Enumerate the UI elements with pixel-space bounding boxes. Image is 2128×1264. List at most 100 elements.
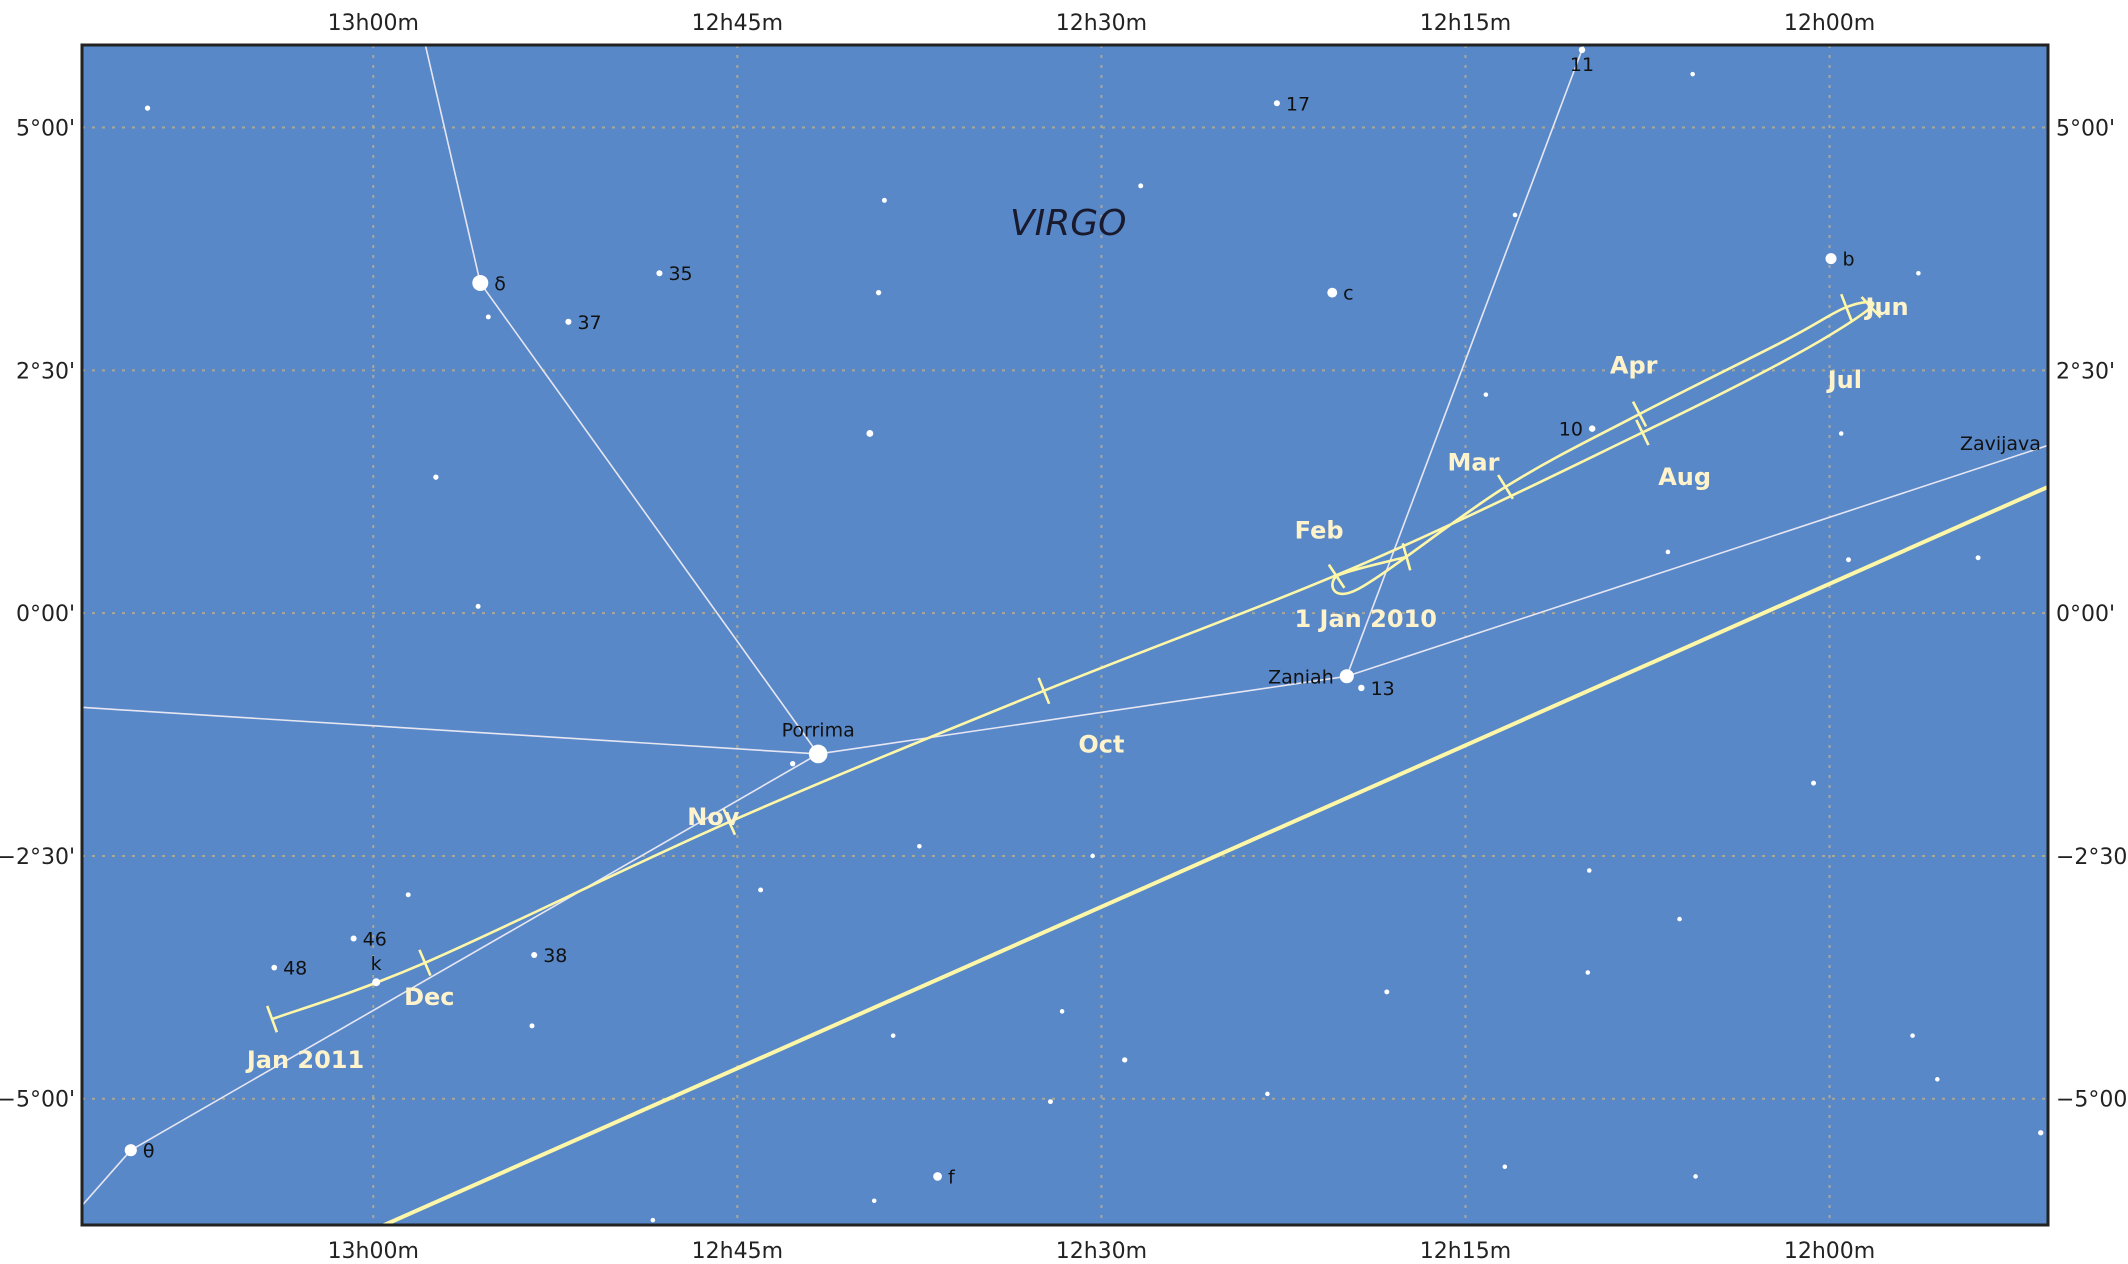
- field-star: [1665, 549, 1671, 555]
- ra-tick-label-bottom: 13h00m: [328, 1239, 419, 1264]
- constellation-line: [82, 706, 819, 755]
- constellation-line: [130, 753, 819, 1151]
- constellation-line: [424, 45, 482, 284]
- constellation-line: [1346, 444, 2048, 678]
- field-star: [485, 314, 491, 320]
- field-star: [475, 603, 481, 609]
- named-stars: Porrima Zavijava Zaniah δ θ b c f k 10 11 13 17 35 37 3…: [124, 46, 2048, 1188]
- star-label-s10: 10: [1559, 419, 1583, 441]
- field-star: [1138, 183, 1144, 189]
- field-star: [1693, 1174, 1698, 1179]
- star-label-zavijava: Zavijava: [1960, 433, 2041, 455]
- path-date-tick: [265, 1005, 279, 1033]
- field-star: [144, 105, 151, 111]
- field-star: [875, 289, 882, 296]
- field-star: [1265, 1091, 1270, 1097]
- star-k: [372, 978, 381, 987]
- field-star: [1047, 1099, 1053, 1105]
- star-s48: [271, 964, 278, 971]
- field-star: [1384, 989, 1390, 995]
- field-star: [650, 1217, 656, 1223]
- field-star: [1586, 868, 1592, 873]
- star-porrima: [808, 744, 828, 764]
- star-s37: [565, 318, 572, 325]
- path-date-tick: [418, 949, 432, 977]
- field-star: [1916, 270, 1921, 276]
- star-label-zaniah: Zaniah: [1268, 666, 1334, 688]
- path-date-tick: [1860, 296, 1882, 319]
- ra-tick-label-top: 12h45m: [692, 11, 783, 36]
- field-star: [1122, 1057, 1128, 1063]
- field-star: [1585, 970, 1591, 975]
- ra-tick-label-bottom: 12h00m: [1784, 1239, 1875, 1264]
- star-label-b: b: [1843, 249, 1855, 271]
- field-star: [529, 1023, 535, 1029]
- star-s11: [1578, 46, 1586, 54]
- star-s38: [531, 951, 538, 959]
- ra-tick-label-top: 12h30m: [1056, 11, 1147, 36]
- path-date-label: Nov: [687, 803, 740, 831]
- chart-frame: [80, 43, 2050, 1227]
- field-star: [1690, 71, 1695, 77]
- star-label-s37: 37: [577, 312, 601, 334]
- field-star: [2038, 1130, 2044, 1136]
- dec-tick-label-right: −2°30': [2056, 845, 2128, 870]
- path-date-label: Feb: [1295, 517, 1344, 545]
- path-date-label: Dec: [404, 983, 454, 1011]
- star-delta: [472, 274, 489, 291]
- star-label-s46: 46: [363, 928, 387, 950]
- star-theta: [124, 1144, 137, 1157]
- dec-tick-label-right: 5°00': [2056, 117, 2115, 142]
- constellation-name: VIRGO: [1010, 203, 1127, 244]
- field-star: [1811, 780, 1817, 786]
- star-label-s35: 35: [668, 263, 692, 285]
- coordinate-grid: [82, 45, 2048, 1225]
- star-label-theta: θ: [143, 1140, 155, 1162]
- field-star: [1910, 1033, 1915, 1038]
- constellation-line: [2055, 244, 2089, 443]
- ecliptic-line: [379, 485, 2048, 1225]
- star-label-porrima: Porrima: [782, 720, 855, 742]
- field-stars: [144, 71, 2102, 1223]
- field-star: [433, 474, 439, 480]
- path-date-tick: [1840, 293, 1853, 321]
- field-star: [2097, 106, 2102, 111]
- dec-tick-label-right: 0°00': [2056, 602, 2115, 627]
- star-label-s38: 38: [543, 945, 567, 967]
- field-star: [890, 1033, 896, 1038]
- path-date-label: Jul: [1826, 366, 1862, 394]
- constellation-line: [82, 1149, 132, 1207]
- field-star: [405, 892, 411, 898]
- star-label-f: f: [948, 1166, 956, 1188]
- constellation-line: [818, 675, 1347, 755]
- sky-fill: [82, 45, 2048, 1225]
- path-date-label: Mar: [1448, 449, 1500, 477]
- star-label-s17: 17: [1286, 93, 1310, 115]
- path-date-tick: [1401, 542, 1412, 571]
- dec-tick-label-right: 2°30': [2056, 359, 2115, 384]
- dec-tick-label-left: 5°00': [16, 117, 75, 142]
- field-star: [758, 887, 764, 893]
- axis-labels: 13h00m 13h00m 12h45m 12h45m 12h30m 12h30m 12h1…: [0, 11, 2128, 1264]
- field-star: [1059, 1009, 1065, 1014]
- star-label-s11: 11: [1570, 54, 1594, 76]
- field-star: [881, 197, 887, 203]
- star-s10: [1588, 425, 1596, 432]
- ra-tick-label-bottom: 12h30m: [1056, 1239, 1147, 1264]
- path-date-tick: [1327, 563, 1346, 589]
- field-star: [1846, 557, 1851, 563]
- field-star: [1975, 555, 1981, 561]
- star-f: [933, 1172, 942, 1181]
- star-zaniah: [1339, 669, 1354, 684]
- ecliptic-segment: [379, 485, 2048, 1225]
- path-date-tick: [1631, 401, 1648, 428]
- star-b: [1825, 253, 1837, 265]
- star-s13: [1358, 684, 1365, 692]
- star-s35: [656, 270, 663, 277]
- star-s17: [1273, 100, 1280, 107]
- star-s46: [350, 935, 357, 942]
- field-star: [871, 1198, 877, 1204]
- dec-tick-label-left: 2°30': [16, 359, 75, 384]
- field-star: [1677, 916, 1682, 922]
